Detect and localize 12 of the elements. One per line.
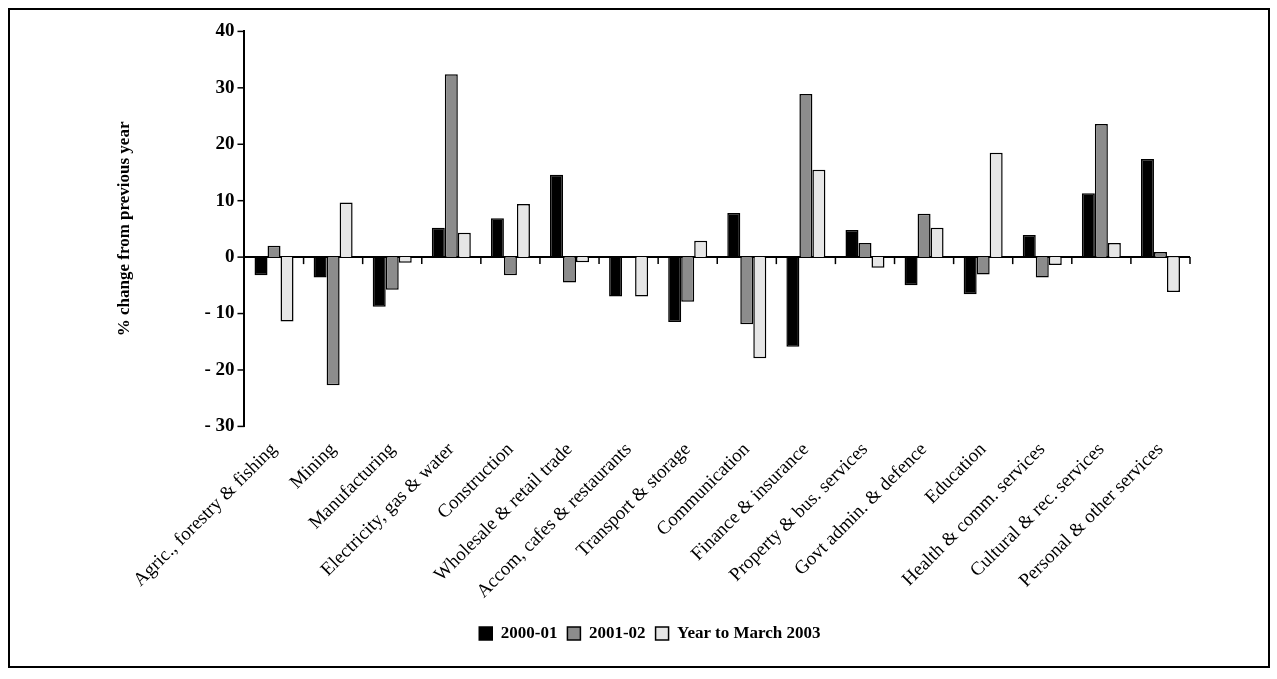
y-tick-label: - 10: [204, 301, 235, 323]
y-tick-label: 40: [215, 19, 235, 41]
y-tick-label: - 20: [204, 357, 235, 379]
legend-label: Year to March 2003: [677, 622, 821, 642]
y-tick-label: - 30: [204, 414, 235, 436]
y-tick-label: 0: [224, 245, 235, 267]
legend-label: 2000-01: [500, 622, 558, 642]
y-tick-label: 10: [215, 188, 235, 210]
y-tick-label: 20: [215, 132, 235, 154]
legend-label: 2001-02: [588, 622, 646, 642]
y-axis-title: % change from previous year: [113, 121, 133, 337]
y-tick-label: 30: [215, 75, 235, 97]
